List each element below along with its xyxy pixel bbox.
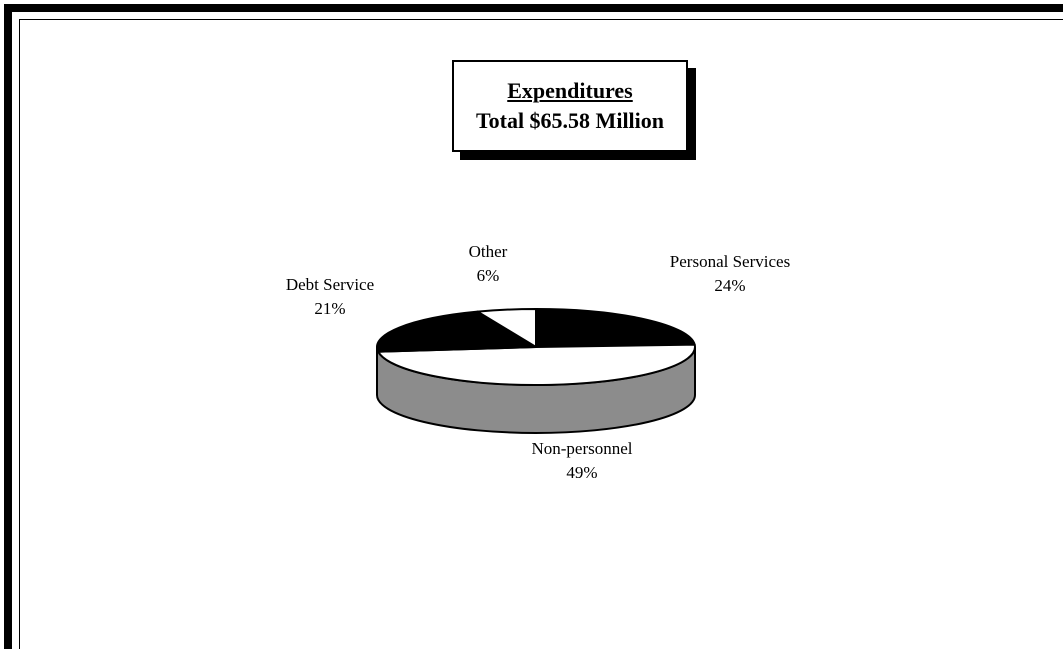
chart-subtitle: Total $65.58 Million [475,108,665,133]
slice-name: Non-personnel [531,439,633,458]
slice-label-non-personnel: Non-personnel 49% [531,437,632,485]
slice-label-other: Other 6% [469,240,508,288]
slice-label-personal-services: Personal Services 24% [670,250,790,298]
chart-title: Expenditures [507,78,633,103]
pie-slice-personal-services [535,308,696,348]
pie-slice-other [476,308,537,348]
slice-label-debt-service: Debt Service 21% [286,273,374,321]
slice-name: Personal Services [669,252,791,271]
slice-percent: 21% [314,299,346,318]
slice-percent: 6% [476,266,500,285]
chart-area [19,19,1063,649]
pie-slice-non-personnel [377,343,696,386]
slice-name: Debt Service [285,275,375,294]
title-box: Expenditures Total $65.58 Million [452,60,688,152]
slice-percent: 24% [714,276,746,295]
pie-slice-debt-service [376,310,537,353]
slice-name: Other [468,242,508,261]
slice-percent: 49% [566,463,598,482]
